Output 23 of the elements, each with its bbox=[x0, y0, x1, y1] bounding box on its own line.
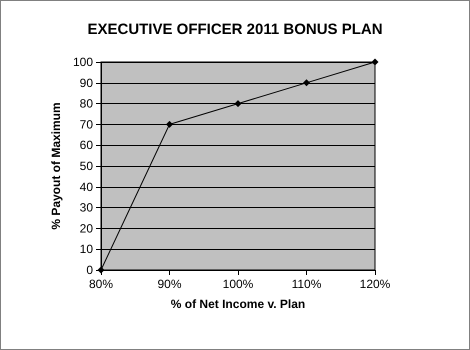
point bbox=[303, 79, 310, 86]
y-tick-label: 90 bbox=[80, 76, 94, 90]
x-tick-label: 100% bbox=[222, 277, 254, 291]
x-tick-label: 80% bbox=[88, 277, 114, 291]
x-axis-title: % of Net Income v. Plan bbox=[170, 297, 306, 311]
chart-title: EXECUTIVE OFFICER 2011 BONUS PLAN bbox=[87, 21, 383, 38]
y-tick-label: 0 bbox=[86, 263, 94, 277]
x-tick-label: 90% bbox=[157, 277, 182, 291]
y-tick-label: 20 bbox=[80, 221, 94, 236]
point bbox=[372, 58, 378, 66]
y-tick-label: 10 bbox=[80, 242, 94, 256]
y-tick-label: 100 bbox=[72, 55, 94, 69]
y-tick-label: 30 bbox=[80, 200, 94, 215]
y-tick-label: 80 bbox=[80, 96, 94, 111]
y-tick-label: 50 bbox=[80, 159, 94, 173]
y-tick-label: 40 bbox=[80, 180, 94, 194]
point bbox=[234, 100, 242, 108]
point bbox=[166, 120, 173, 128]
x-tick-label: 110% bbox=[292, 277, 322, 291]
y-tick-label: 60 bbox=[80, 138, 94, 152]
x-tick-label: 120% bbox=[360, 277, 391, 291]
y-tick-label: 70 bbox=[80, 117, 94, 132]
y-axis-title: % Payout of Maximum bbox=[49, 102, 64, 230]
